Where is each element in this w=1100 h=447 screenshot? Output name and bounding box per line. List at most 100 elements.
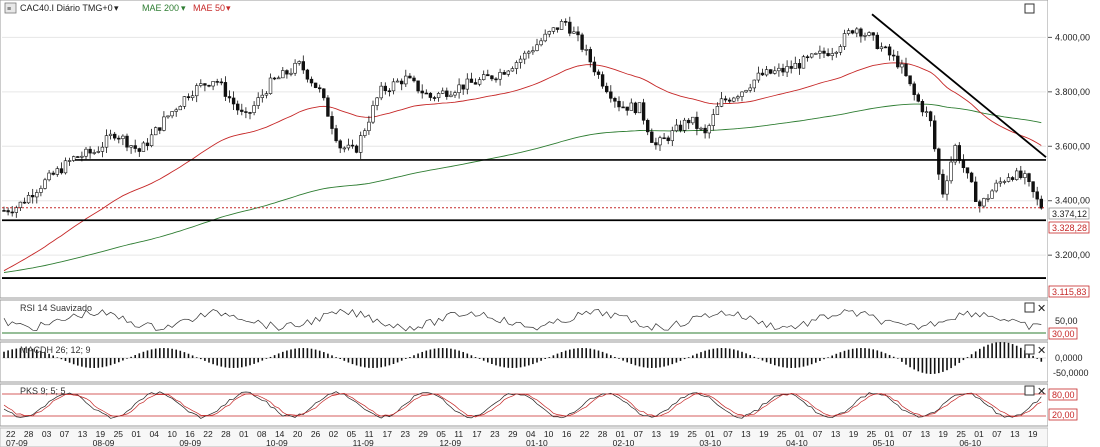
candle-body [658,137,662,146]
day-tick-label: 16 [185,429,195,439]
candle-body [625,106,629,111]
candle-body [182,96,187,107]
day-tick-label: 01 [616,429,626,439]
candle-body [617,100,621,108]
candle-body [568,21,572,34]
macd-title[interactable]: MACDH 26; 12; 9 [20,345,91,355]
day-tick-label: 03 [42,429,52,439]
candle-body [498,72,502,80]
pks-title[interactable]: PKS 9; 5; 5 [20,386,66,396]
low-price-label: 3.115,83 [1052,287,1086,297]
candle-body [285,70,289,75]
candle-body [162,116,166,131]
candle-body [805,56,810,59]
month-tick-label: 12-09 [439,438,461,447]
candle-body [72,156,76,161]
candle-body [1014,170,1019,180]
candle-body [863,35,867,37]
candle-body [133,145,137,149]
day-tick-label: 25 [867,429,877,439]
maximize-icon[interactable] [1024,3,1035,14]
day-tick-label: 25 [777,429,787,439]
close-icon[interactable]: ✕ [1037,386,1046,398]
candle-body [531,50,535,53]
maximize-icon[interactable] [1024,385,1035,396]
ma200-path [3,103,1042,273]
candle-body [338,140,342,149]
candle-body [80,155,84,158]
ma50-dropdown-icon[interactable]: ▾ [226,3,231,13]
chart-settings-icon[interactable] [4,2,17,14]
candle-body [268,77,273,94]
candle-body [39,188,43,193]
pks-controls: ✕ [1024,385,1046,398]
close-icon[interactable]: ✕ [1037,345,1046,357]
time-axis: 22 28 03 07 13 19 25 01 04 10 16 22 28 01 08 14 20 26 02 05… [6,429,1038,447]
candle-body [272,77,277,80]
price-panel [0,0,1049,299]
candle-body [231,97,236,105]
candle-body [199,83,203,86]
candle-body [875,34,880,50]
candle-body [686,119,691,124]
support-price-box: 3.328,28 [1048,221,1090,234]
ma200-label[interactable]: MAE 200 [142,3,179,13]
maximize-icon[interactable] [1024,344,1035,355]
maximize-icon[interactable] [1024,302,1035,313]
candle-body [383,85,387,92]
candle-body [982,198,986,207]
day-tick-label: 28 [598,429,608,439]
candle-body [236,103,240,111]
candle-body [248,112,252,114]
month-tick-label: 04-10 [786,438,808,447]
candle-body [502,72,506,75]
candle-body [584,49,588,51]
candle-body [326,97,330,117]
candle-body [650,131,654,143]
candle-body [551,27,556,32]
candle-body [244,111,248,113]
candle-body [424,92,428,95]
day-tick-label: 01 [795,429,805,439]
day-tick-label: 20 [293,429,303,439]
candle-body [748,87,752,91]
day-tick-label: 26 [311,429,321,439]
candle-body [289,72,293,75]
candle-body [137,148,141,152]
day-tick-label: 13 [741,429,751,439]
rsi-title[interactable]: RSI 14 Suavizado [20,303,92,313]
candle-body [26,195,31,204]
candle-body [641,102,646,121]
day-tick-label: 11 [365,429,374,439]
candle-body [941,173,945,195]
close-icon[interactable]: ✕ [1037,303,1046,315]
candle-body [43,179,47,189]
candle-body [125,135,129,148]
candle-body [420,90,424,94]
candle-body [613,98,617,102]
candle-body [990,190,994,199]
pks-panel [0,383,1049,427]
candle-body [375,97,379,106]
day-tick-label: 19 [669,429,679,439]
month-tick-label: 11-09 [353,438,374,447]
month-tick-label: 01-10 [526,438,548,447]
day-tick-label: 13 [831,429,841,439]
candle-body [227,96,232,99]
day-tick-label: 19 [849,429,859,439]
candle-body [342,147,346,150]
day-tick-label: 28 [24,429,34,439]
candle-body [178,106,182,111]
ma50-label[interactable]: MAE 50 [193,3,225,13]
day-tick-label: 07 [903,429,913,439]
ma200-dropdown-icon[interactable]: ▾ [181,3,186,13]
pks-low-box: 20,00 [1048,408,1078,421]
rsi-controls: ✕ [1024,302,1046,315]
candle-body [965,167,970,174]
candlestick-series [2,16,1044,218]
instrument-title[interactable]: CAC40.I Diário TMG+0 [20,3,113,13]
instrument-dropdown-icon[interactable]: ▾ [114,3,119,13]
candle-body [609,91,613,99]
